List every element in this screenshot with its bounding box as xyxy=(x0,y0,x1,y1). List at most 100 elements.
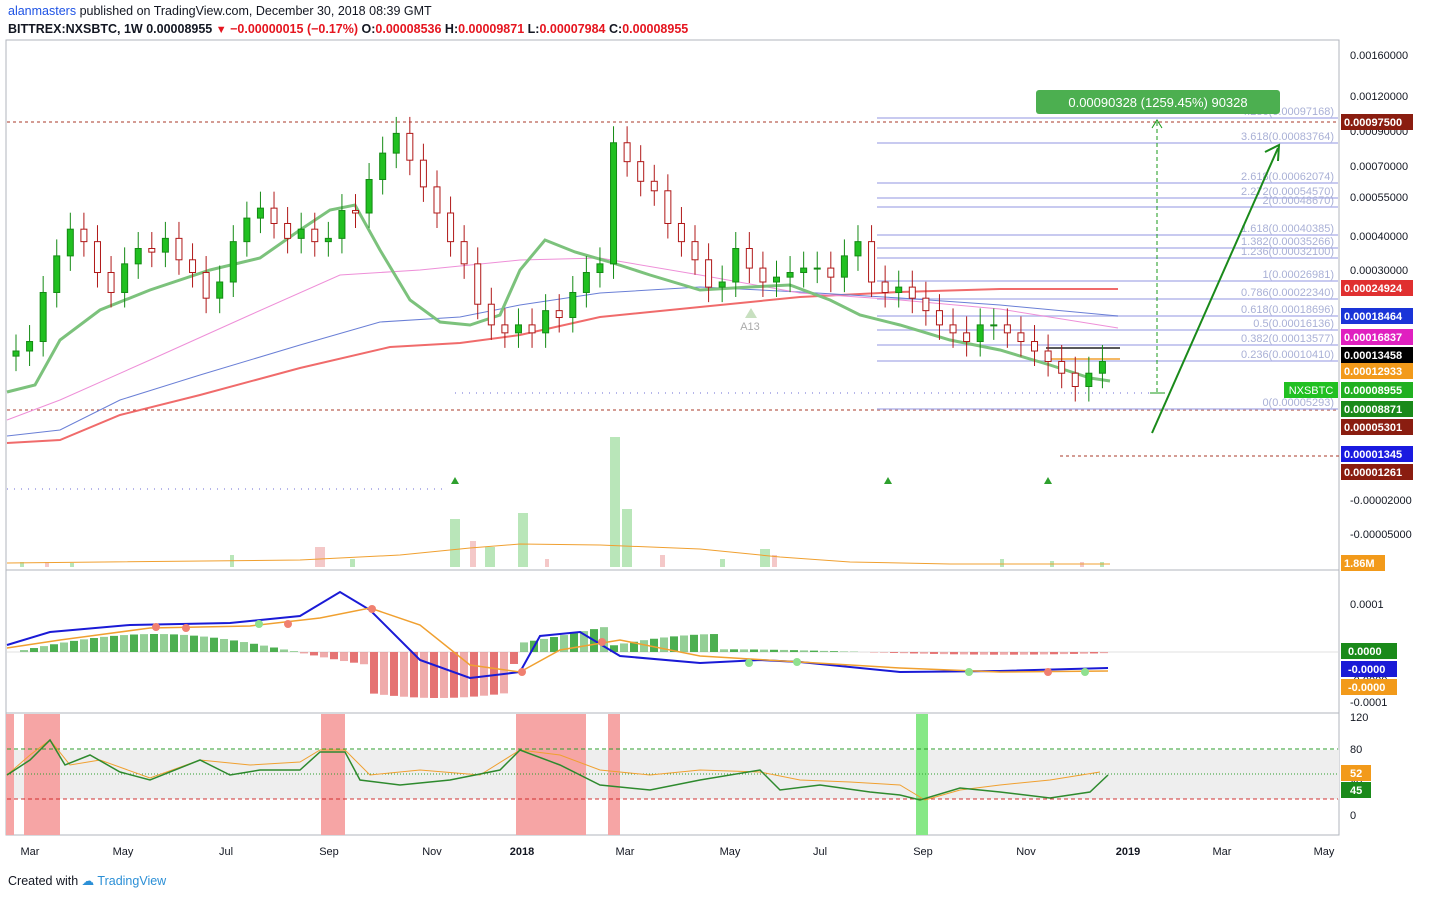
macd-value-box xyxy=(1341,679,1397,695)
macd-cross-dot xyxy=(152,623,160,631)
price-label-box xyxy=(1341,464,1413,480)
macd-histogram-bar xyxy=(250,643,258,652)
candle-body xyxy=(868,241,876,283)
candle-body xyxy=(392,132,400,154)
symbol-name: BITTREX:NXSBTC, 1W xyxy=(8,22,143,36)
macd-value-label: 0.0000 xyxy=(1348,646,1382,658)
macd-histogram-bar xyxy=(410,652,418,698)
macd-histogram-bar xyxy=(610,645,618,652)
volume-bar xyxy=(545,559,549,567)
candle-body xyxy=(949,324,957,334)
macd-histogram-bar xyxy=(700,634,708,652)
macd-histogram-bar xyxy=(490,652,498,695)
candle-body xyxy=(297,228,305,239)
price-label-box xyxy=(1341,446,1413,462)
candle-body xyxy=(542,310,550,334)
author-link[interactable]: alanmasters xyxy=(8,4,77,18)
macd-histogram-bar xyxy=(780,649,788,652)
macd-histogram-bar xyxy=(1000,652,1008,655)
volume-bar xyxy=(350,559,355,567)
tradingview-logo-icon: ☁ xyxy=(81,874,95,888)
macd-histogram-bar xyxy=(270,647,278,652)
candle-body xyxy=(908,286,916,299)
macd-histogram-bar xyxy=(140,634,148,652)
price-tick-label: -0.00005000 xyxy=(1350,529,1412,541)
macd-histogram-bar xyxy=(240,642,248,652)
macd-histogram-bar xyxy=(540,638,548,652)
macd-histogram-bar xyxy=(450,652,458,698)
price-tick-label: -0.00002000 xyxy=(1350,495,1412,507)
rsi-value-box xyxy=(1341,765,1371,781)
macd-histogram-bar xyxy=(770,649,778,652)
candle-body xyxy=(1003,324,1011,334)
measure-label-box xyxy=(1036,90,1280,114)
candle-body xyxy=(1017,332,1025,343)
signal-triangle-icon xyxy=(451,477,459,484)
candle-body xyxy=(161,237,169,253)
candle-body xyxy=(107,272,115,293)
price-tick-label: 0.00055000 xyxy=(1350,192,1408,204)
macd-histogram-bar xyxy=(1100,652,1108,654)
candle-body xyxy=(528,324,536,334)
volume-bar xyxy=(450,519,460,567)
fib-level-label: 2.618(0.00062074) xyxy=(1241,171,1334,183)
macd-histogram-bar xyxy=(360,652,368,665)
footer: Created with ☁ TradingView xyxy=(8,873,166,888)
macd-histogram-bar xyxy=(1070,652,1078,654)
time-tick-label: Mar xyxy=(1213,846,1232,858)
macd-histogram-bar xyxy=(110,635,118,652)
macd-cross-dot xyxy=(182,624,190,632)
macd-histogram-bar xyxy=(120,635,128,652)
time-tick-label: Nov xyxy=(422,846,442,858)
macd-histogram-bar xyxy=(40,646,48,652)
macd-value-label: -0.0000 xyxy=(1348,682,1385,694)
price-label-box xyxy=(1341,401,1413,417)
candle-body xyxy=(786,272,794,278)
price-tick-label: 0.00030000 xyxy=(1350,265,1408,277)
price-change: −0.00000015 (−0.17%) xyxy=(230,22,359,36)
candle-body xyxy=(664,190,672,224)
time-tick-label: Jul xyxy=(813,846,827,858)
macd-histogram-bar xyxy=(960,652,968,655)
signal-triangle-icon xyxy=(884,477,892,484)
candle-body xyxy=(229,241,237,283)
macd-histogram-bar xyxy=(260,645,268,652)
candle-body xyxy=(745,248,753,269)
candle-body xyxy=(582,272,590,293)
candle-body xyxy=(66,228,74,257)
candle-body xyxy=(406,132,414,161)
macd-histogram-bar xyxy=(80,639,88,652)
candle-body xyxy=(827,267,835,278)
macd-histogram-bar xyxy=(180,634,188,652)
price-label: 0.00008955 xyxy=(1344,385,1402,397)
candle-body xyxy=(379,152,387,181)
macd-histogram-bar xyxy=(970,652,978,655)
macd-histogram-bar xyxy=(170,634,178,652)
price-label-box xyxy=(1341,329,1413,345)
candle-body xyxy=(80,228,88,243)
macd-histogram-bar xyxy=(420,652,428,698)
price-label: 0.00016837 xyxy=(1344,332,1402,344)
candle-body xyxy=(935,310,943,326)
macd-histogram-bar xyxy=(440,652,448,698)
macd-cross-dot xyxy=(745,659,753,667)
fib-level-label: 3.618(0.00083764) xyxy=(1241,131,1334,143)
publish-line: alanmasters published on TradingView.com… xyxy=(8,4,432,18)
close-value: 0.00008955 xyxy=(622,22,689,36)
macd-histogram-bar xyxy=(520,642,528,652)
macd-histogram-bar xyxy=(1060,652,1068,655)
macd-histogram-bar xyxy=(400,652,408,697)
candle-body xyxy=(623,142,631,163)
volume-bar xyxy=(315,547,325,567)
macd-histogram-bar xyxy=(350,652,358,663)
time-tick-label: 2019 xyxy=(1116,846,1140,858)
down-triangle-icon: ▼ xyxy=(215,24,227,36)
macd-histogram-bar xyxy=(660,637,668,652)
fib-level-label: 0(0.00005293) xyxy=(1262,397,1334,409)
tradingview-brand[interactable]: TradingView xyxy=(97,874,167,888)
fib-level-label: 1.382(0.00035266) xyxy=(1241,236,1334,248)
time-tick-label: Mar xyxy=(21,846,40,858)
fib-level-label: 0.382(0.00013577) xyxy=(1241,333,1334,345)
candle-body xyxy=(976,324,984,343)
